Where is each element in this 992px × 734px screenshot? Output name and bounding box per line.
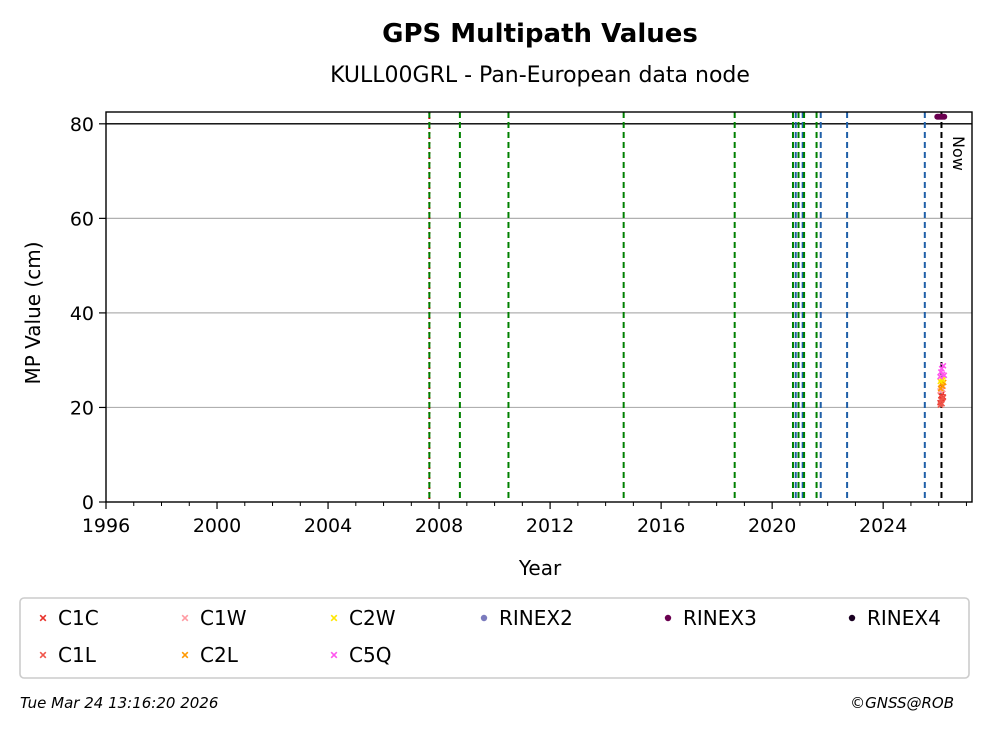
legend-marker-c5q-stroke bbox=[330, 651, 338, 659]
legend-marker-rinex3 bbox=[664, 614, 672, 622]
now-label: Now bbox=[949, 136, 968, 171]
x-tick-label: 2008 bbox=[415, 515, 463, 537]
legend-label-c5q: C5Q bbox=[349, 643, 391, 667]
data-point-c1l-stroke bbox=[938, 400, 946, 407]
legend-label-c1w: C1W bbox=[200, 606, 247, 630]
y-tick-label: 80 bbox=[70, 114, 94, 136]
legend-marker-c1c-stroke bbox=[39, 614, 47, 622]
legend-marker-rinex4 bbox=[848, 614, 856, 622]
data-point-c5q bbox=[938, 365, 945, 372]
legend-marker-c2w bbox=[330, 614, 338, 622]
x-tick-label: 2004 bbox=[304, 515, 352, 537]
legend-marker-c1l bbox=[39, 651, 47, 659]
legend-label-c1c: C1C bbox=[58, 606, 99, 630]
data-point-rinex3 bbox=[941, 113, 948, 120]
legend-label-rinex2: RINEX2 bbox=[499, 606, 573, 630]
x-tick-label: 2012 bbox=[526, 515, 574, 537]
legend-marker-c5q bbox=[330, 651, 338, 659]
chart-subtitle: KULL00GRL - Pan-European data node bbox=[330, 63, 750, 88]
legend-label-c2w: C2W bbox=[349, 606, 396, 630]
legend-box bbox=[19, 597, 970, 679]
chart-title: GPS Multipath Values bbox=[382, 19, 698, 49]
legend-marker-c2l bbox=[181, 651, 189, 659]
x-tick-label: 2016 bbox=[637, 515, 685, 537]
data-point-c5q bbox=[940, 362, 947, 369]
plot-area: Now 1996 2000 2004 2008 2012 2016 2020 2024 0 20 40… bbox=[70, 111, 973, 537]
footer-timestamp: Tue Mar 24 13:16:20 2026 bbox=[20, 694, 219, 712]
y-axis-label: MP Value (cm) bbox=[21, 241, 45, 384]
legend-marker-rinex2 bbox=[480, 614, 488, 622]
x-tick-label: 1996 bbox=[82, 515, 130, 537]
y-tick-label: 20 bbox=[70, 397, 94, 419]
x-axis-label: Year bbox=[518, 556, 562, 580]
axes-frame bbox=[105, 111, 973, 503]
x-tick-label: 2024 bbox=[859, 515, 907, 537]
x-tick-label: 2000 bbox=[193, 515, 241, 537]
data-point-c1l-stroke bbox=[939, 394, 946, 402]
legend-marker-c2w-stroke bbox=[330, 614, 338, 622]
data-point-c5q bbox=[941, 372, 948, 379]
data-point-c5q-stroke bbox=[940, 362, 947, 369]
legend-label-c2l: C2L bbox=[200, 643, 239, 667]
data-point-c5q-stroke bbox=[938, 365, 945, 372]
legend-label-c1l: C1L bbox=[58, 643, 97, 667]
legend-label-rinex4: RINEX4 bbox=[867, 606, 941, 630]
legend-marker-c2l-stroke bbox=[181, 651, 189, 659]
y-tick-label: 0 bbox=[82, 492, 94, 514]
data-point-c2l-stroke bbox=[939, 383, 946, 390]
legend-marker-c1c bbox=[39, 614, 47, 622]
legend-marker-c1l-stroke bbox=[39, 651, 47, 659]
footer-credit: ©GNSS@ROB bbox=[850, 694, 954, 712]
data-point-c1l bbox=[939, 394, 946, 402]
data-point-c5q-stroke bbox=[941, 372, 948, 379]
legend-marker-c1w bbox=[181, 614, 189, 622]
legend: C1C C1W C2W RINEX2 RINEX3 RINEX4 C1L C2L C5Q bbox=[19, 597, 970, 679]
y-tick-label: 60 bbox=[70, 208, 94, 230]
data-point-c2w-stroke bbox=[939, 376, 946, 384]
legend-label-rinex3: RINEX3 bbox=[683, 606, 757, 630]
data-point-c1l bbox=[938, 400, 946, 407]
x-tick-label: 2020 bbox=[748, 515, 796, 537]
y-tick-label: 40 bbox=[70, 303, 94, 325]
legend-marker-c1w-stroke bbox=[181, 614, 189, 622]
